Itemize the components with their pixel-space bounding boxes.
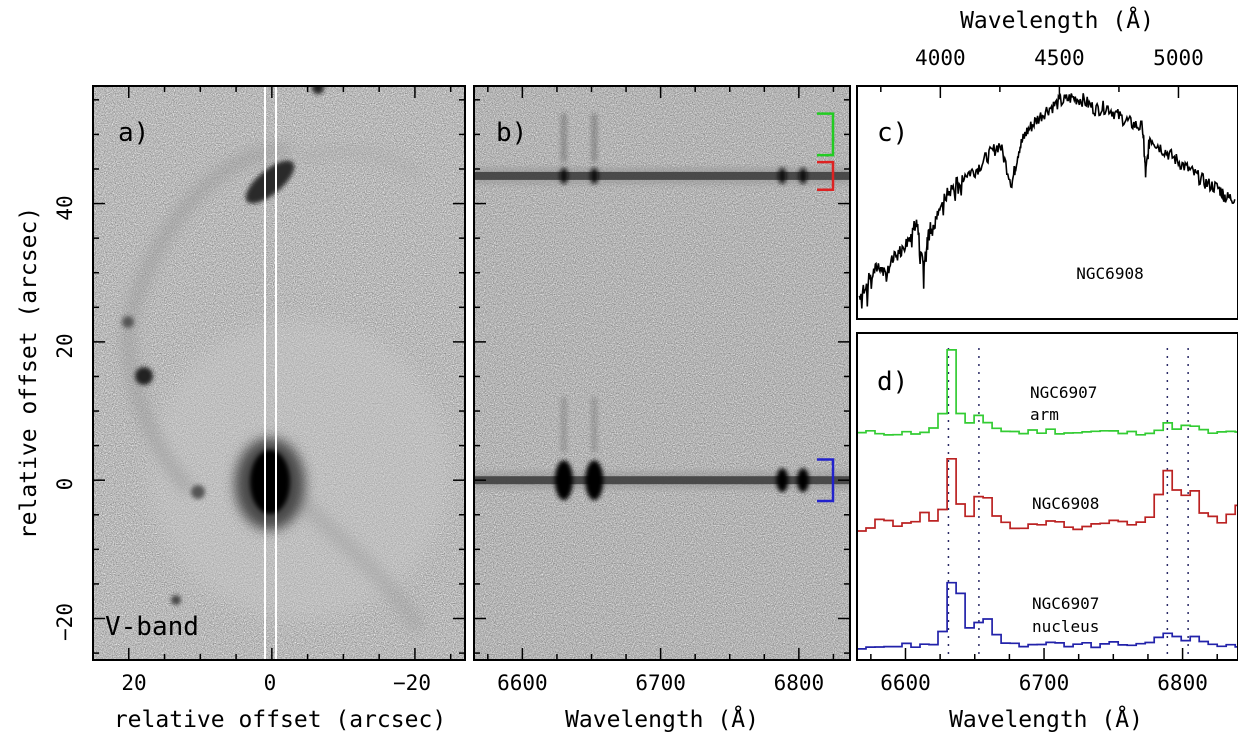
spiral-arm-top bbox=[298, 146, 423, 180]
panel-a-frame bbox=[92, 85, 466, 661]
panel-b-spectrum bbox=[474, 113, 850, 501]
panel-b-xtick: 6700 bbox=[635, 671, 686, 695]
panel-d-frame bbox=[856, 332, 1238, 661]
star bbox=[171, 595, 181, 605]
emission-blob-ngc6908 bbox=[799, 167, 807, 184]
panel-d-xtick-labels: 6600 6700 6800 bbox=[880, 671, 1208, 695]
panel-d-annotation: NGC6907 bbox=[1032, 594, 1099, 613]
emission-streak bbox=[560, 113, 567, 163]
panel-d-annotation: arm bbox=[1030, 405, 1059, 424]
star bbox=[312, 86, 324, 94]
panel-a-xtick: 20 bbox=[121, 671, 146, 695]
panel-d-annotation: NGC6908 bbox=[1032, 494, 1099, 513]
panel-d-xtick: 6800 bbox=[1157, 671, 1208, 695]
continuum-trace bbox=[474, 476, 850, 485]
panel-a-ytick: 40 bbox=[53, 195, 77, 220]
extraction-bracket bbox=[817, 112, 835, 157]
panel-a-image bbox=[93, 86, 465, 660]
panel-a-ticks bbox=[93, 86, 465, 660]
panel-b-image bbox=[474, 86, 850, 660]
panel-c-top-xtick: 4500 bbox=[1034, 46, 1085, 70]
panel-a-xtick: 0 bbox=[264, 671, 277, 695]
panel-b-label: b) bbox=[496, 118, 527, 148]
panel-a: a) V-band 20 0 −20 relative offset (arcs… bbox=[16, 85, 466, 733]
hii-knot bbox=[191, 485, 205, 499]
panel-d-series bbox=[857, 349, 1238, 650]
panel-c-label: c) bbox=[877, 118, 908, 148]
panel-a-xlabel: relative offset (arcsec) bbox=[114, 707, 446, 733]
panel-d-label: d) bbox=[877, 367, 908, 397]
spiral-arm-lower-right bbox=[294, 494, 427, 635]
panel-b: b) 6600 6700 6800 Wavelength (Å) bbox=[473, 85, 851, 733]
nucleus-core bbox=[250, 450, 290, 514]
panel-b-xlabel: Wavelength (Å) bbox=[565, 705, 759, 733]
panel-c: c) NGC6908 Wavelength (Å) 4000 4500 5000 bbox=[856, 6, 1238, 320]
ngc6908-knot bbox=[245, 160, 295, 204]
emission-blob-ngc6908 bbox=[559, 167, 568, 184]
panel-b-xtick: 6600 bbox=[497, 671, 548, 695]
panel-a-xtick: −20 bbox=[393, 671, 431, 695]
panel-c-top-xtick-labels: 4000 4500 5000 bbox=[915, 46, 1204, 70]
emission-streak bbox=[560, 397, 567, 453]
spectrum-series bbox=[857, 457, 1238, 532]
panel-d-xlabel: Wavelength (Å) bbox=[949, 705, 1143, 733]
emission-blob-ngc6908 bbox=[778, 167, 787, 184]
hii-knot bbox=[122, 316, 134, 328]
spiral-arm-left bbox=[121, 143, 291, 495]
emission-blob-nucleus bbox=[797, 468, 809, 493]
panel-c-top-xtick: 4000 bbox=[915, 46, 966, 70]
panel-c-top-xlabel: Wavelength (Å) bbox=[960, 6, 1154, 34]
panel-c-background bbox=[857, 86, 1238, 319]
continuum-trace bbox=[474, 171, 850, 180]
emission-blob-ngc6908 bbox=[590, 167, 599, 184]
panel-b-brackets bbox=[817, 112, 835, 503]
panel-c-top-xtick: 5000 bbox=[1153, 46, 1204, 70]
panel-d-background bbox=[857, 333, 1238, 660]
emission-blob-nucleus bbox=[585, 460, 604, 501]
emission-blob-nucleus bbox=[554, 460, 573, 501]
panel-a-ytick: −20 bbox=[53, 603, 77, 641]
panel-c-annotation: NGC6908 bbox=[1076, 264, 1143, 283]
panel-d-xtick: 6600 bbox=[880, 671, 931, 695]
spectrum-series bbox=[857, 349, 1238, 436]
panel-a-ytick: 20 bbox=[53, 333, 77, 358]
emission-streak bbox=[591, 397, 598, 453]
panel-a-ytick: 0 bbox=[53, 478, 77, 491]
panel-d-annotation: nucleus bbox=[1032, 617, 1099, 636]
emission-blob-nucleus bbox=[776, 468, 789, 493]
panel-b-frame bbox=[473, 85, 851, 661]
panel-d: d) NGC6907 arm NGC6908 NGC6907 nucleus 6… bbox=[856, 332, 1238, 733]
panel-c-frame bbox=[856, 85, 1238, 320]
emission-streak bbox=[591, 113, 598, 163]
panel-c-spectrum-line bbox=[858, 92, 1236, 309]
panel-d-annotation: NGC6907 bbox=[1030, 383, 1097, 402]
hii-knot bbox=[135, 367, 153, 385]
panel-d-xtick: 6700 bbox=[1019, 671, 1070, 695]
panel-a-band-label: V-band bbox=[105, 612, 199, 642]
extraction-bracket bbox=[817, 458, 835, 503]
extraction-bracket bbox=[817, 160, 835, 191]
panel-a-label: a) bbox=[118, 118, 149, 148]
panel-b-xtick: 6800 bbox=[774, 671, 825, 695]
panel-b-xtick-labels: 6600 6700 6800 bbox=[497, 671, 824, 695]
spectrum-series bbox=[857, 581, 1238, 650]
panel-a-ylabel: relative offset (arcsec) bbox=[16, 207, 42, 539]
